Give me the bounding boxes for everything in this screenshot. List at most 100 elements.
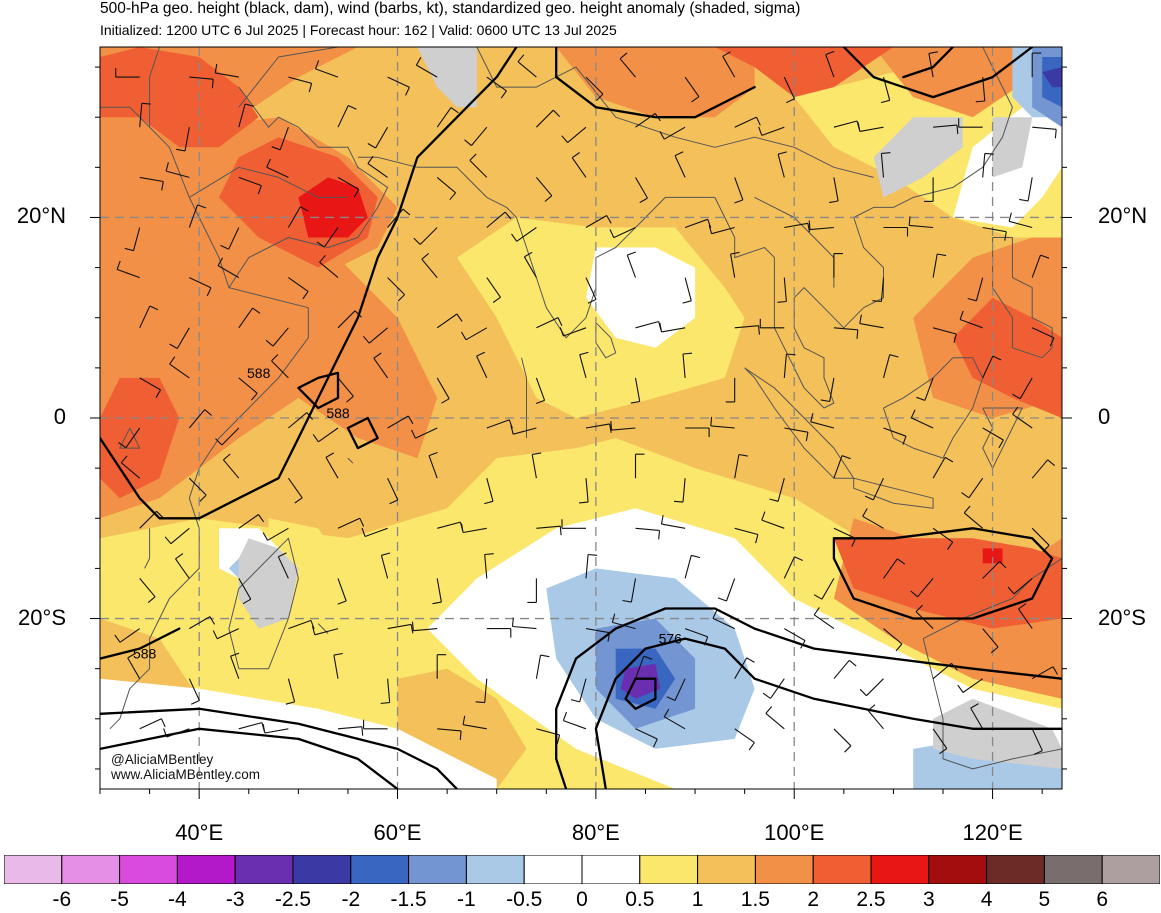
- wind-barb: [813, 578, 835, 600]
- wind-barb: [511, 617, 537, 630]
- colorbar-tick-label: -2: [341, 888, 361, 911]
- lon-label: 80°E: [571, 820, 620, 845]
- colorbar-tick-label: 5: [1038, 888, 1051, 911]
- wind-barb: [437, 728, 462, 740]
- wind-barb: [188, 204, 207, 228]
- wind-barb: [829, 177, 839, 204]
- colorbar-tick-label: 2: [807, 888, 820, 911]
- height-contour: [624, 677, 657, 710]
- coastlines: [100, 47, 1062, 770]
- wind-barb: [387, 277, 405, 302]
- shade-region: [586, 247, 696, 348]
- wind-barb: [484, 553, 494, 579]
- wind-barb: [928, 51, 938, 78]
- wind-barb: [288, 619, 315, 630]
- wind-barb: [1031, 52, 1042, 78]
- wind-barb: [883, 558, 906, 579]
- colorbar: [4, 855, 1160, 884]
- wind-barb: [579, 478, 589, 504]
- wind-barb: [337, 517, 365, 529]
- wind-barb: [421, 252, 438, 278]
- wind-barb: [165, 162, 190, 178]
- wind-barb: [312, 427, 339, 443]
- wind-barb: [910, 409, 934, 429]
- wind-barb: [570, 678, 587, 703]
- wind-barb: [476, 351, 488, 379]
- wind-barb: [808, 220, 834, 231]
- wind-barb: [559, 327, 587, 337]
- wind-barb: [387, 415, 414, 429]
- wind-barb: [262, 724, 289, 734]
- wind-barb: [932, 327, 957, 343]
- wind-barb: [684, 76, 700, 103]
- wind-barb: [189, 76, 214, 89]
- wind-barb: [585, 628, 611, 642]
- contour-label: 588: [326, 405, 350, 421]
- wind-barb: [114, 628, 141, 643]
- wind-barb: [288, 412, 314, 429]
- colorbar-tick-label: -2.5: [274, 888, 312, 911]
- wind-barb: [924, 177, 934, 202]
- colorbar-tick-label: -5: [110, 888, 129, 911]
- wind-barb: [761, 511, 785, 529]
- wind-barb: [461, 327, 488, 341]
- chart-title: 500-hPa geo. height (black, dam), wind (…: [100, 0, 801, 17]
- colorbar-tick-label: 2.5: [856, 888, 886, 911]
- wind-barb: [982, 355, 1002, 379]
- lon-label: 100°E: [764, 820, 825, 845]
- colorbar-swatch: [61, 855, 121, 884]
- lat-label-left: 0: [53, 404, 66, 429]
- wind-barb: [486, 628, 512, 638]
- height-contour: [346, 416, 379, 450]
- wind-barb: [880, 76, 891, 104]
- wind-barb: [212, 628, 240, 640]
- wind-barb: [810, 412, 835, 429]
- height-contour: [832, 527, 1054, 620]
- wind-barb: [411, 621, 438, 632]
- wind-barb: [820, 377, 835, 403]
- wind-barb: [611, 613, 636, 630]
- wind-barb: [337, 726, 364, 736]
- wind-barb: [287, 477, 303, 504]
- wind-barb: [188, 678, 200, 705]
- shade-region: [833, 538, 1062, 629]
- wind-barb: [362, 327, 388, 344]
- wind-barb: [361, 527, 388, 538]
- wind-barb: [975, 77, 986, 103]
- wind-barb: [864, 477, 884, 501]
- wind-barb: [163, 728, 190, 738]
- wind-barb: [288, 277, 309, 300]
- credit-handle: @AliciaMBentley: [111, 752, 214, 767]
- wind-barb: [531, 452, 542, 479]
- wind-barb: [833, 659, 857, 680]
- wind-barb: [708, 224, 735, 235]
- wind-barb: [961, 477, 984, 499]
- wind-barb: [188, 409, 212, 429]
- lat-label-left: 20°S: [18, 604, 66, 630]
- credit-site: www.AliciaMBentley.com: [111, 767, 261, 782]
- colorbar-swatch: [697, 855, 756, 884]
- wind-barb: [333, 652, 343, 679]
- height-contour: [902, 47, 955, 79]
- wind-barb: [585, 553, 598, 579]
- contour-labels: 588 588 588 576: [133, 365, 682, 662]
- wind-barb: [387, 208, 411, 228]
- wind-barb: [883, 226, 909, 237]
- wind-barb: [659, 322, 686, 333]
- wind-barb: [288, 76, 313, 93]
- wind-barb: [833, 527, 857, 547]
- colorbar-labels: -6 -5 -4 -3 -2.5 -2 -1.5 -1 -0.5 0 0.5 1 1.5 2 2.5 3 4 5 6: [0, 888, 1161, 913]
- wind-barb: [710, 416, 735, 429]
- wind-barb: [872, 277, 885, 303]
- wind-barb: [387, 623, 414, 634]
- contour-label: 588: [133, 646, 157, 662]
- wind-barb: [536, 109, 561, 128]
- wind-barb: [510, 425, 537, 435]
- axis-ticks: [90, 66, 1072, 799]
- wind-barb: [635, 527, 661, 540]
- wind-barb: [635, 177, 648, 204]
- wind-barb: [1032, 126, 1057, 139]
- wind-barb: [380, 678, 391, 704]
- wind-barb: [413, 227, 438, 245]
- wind-barb: [169, 356, 190, 379]
